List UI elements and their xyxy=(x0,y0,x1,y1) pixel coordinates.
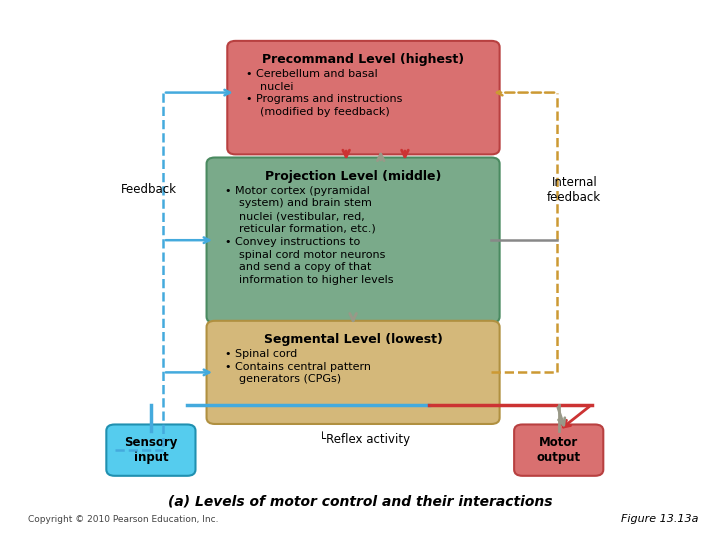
Text: (a) Levels of motor control and their interactions: (a) Levels of motor control and their in… xyxy=(168,495,552,509)
Text: └Reflex activity: └Reflex activity xyxy=(318,431,410,446)
Text: • Cerebellum and basal
    nuclei
• Programs and instructions
    (modified by f: • Cerebellum and basal nuclei • Programs… xyxy=(246,69,402,117)
Text: Feedback: Feedback xyxy=(121,183,177,196)
FancyBboxPatch shape xyxy=(228,41,500,154)
Text: Sensory
input: Sensory input xyxy=(125,436,178,464)
Text: Segmental Level (lowest): Segmental Level (lowest) xyxy=(264,333,443,346)
Text: • Spinal cord
• Contains central pattern
    generators (CPGs): • Spinal cord • Contains central pattern… xyxy=(225,349,372,384)
FancyBboxPatch shape xyxy=(107,424,196,476)
Text: Figure 13.13a: Figure 13.13a xyxy=(621,514,698,524)
Text: Precommand Level (highest): Precommand Level (highest) xyxy=(262,53,464,66)
Text: Copyright © 2010 Pearson Education, Inc.: Copyright © 2010 Pearson Education, Inc. xyxy=(28,515,219,524)
Text: Motor
output: Motor output xyxy=(536,436,581,464)
Text: • Motor cortex (pyramidal
    system) and brain stem
    nuclei (vestibular, red: • Motor cortex (pyramidal system) and br… xyxy=(225,186,394,285)
FancyBboxPatch shape xyxy=(207,321,500,424)
Text: Internal
feedback: Internal feedback xyxy=(547,176,601,204)
FancyBboxPatch shape xyxy=(207,158,500,323)
FancyBboxPatch shape xyxy=(514,424,603,476)
Text: Projection Level (middle): Projection Level (middle) xyxy=(265,170,441,183)
